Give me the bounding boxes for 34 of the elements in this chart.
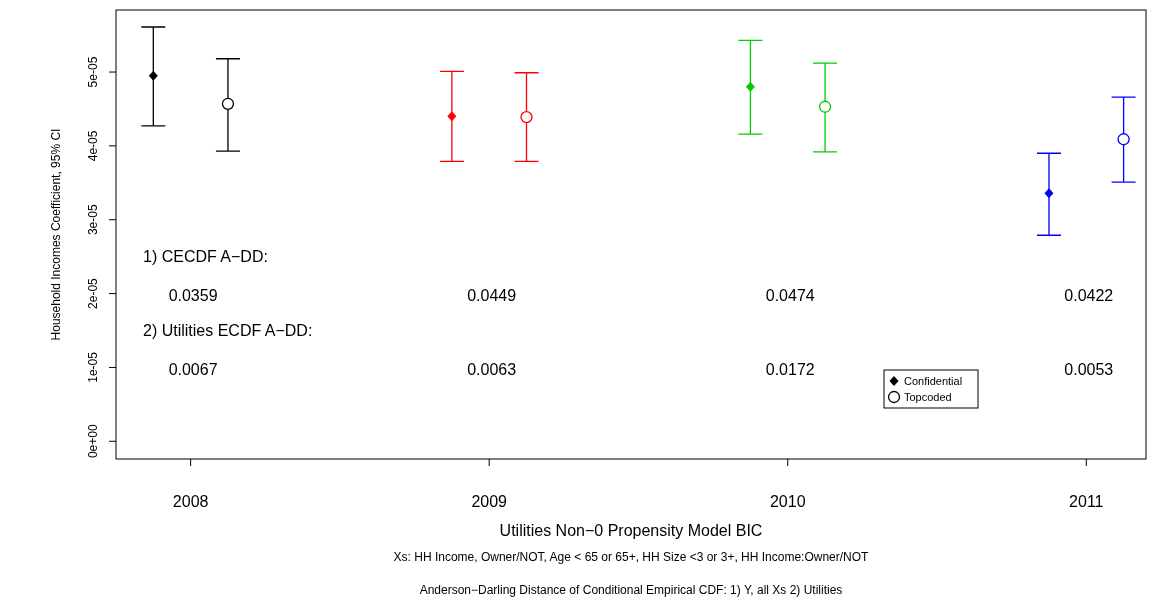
legend-label: Confidential bbox=[904, 375, 963, 387]
text: Anderson−Darling Distance of Conditional Empirical CDF: 1) Y, all Xs 2) Utilities bbox=[419, 583, 843, 597]
annotation: 0.0053 bbox=[1064, 361, 1114, 378]
annotation: 0.0449 bbox=[467, 287, 517, 304]
point bbox=[745, 81, 755, 92]
y-tick-label: 3e-05 bbox=[86, 204, 100, 236]
point bbox=[447, 111, 457, 122]
point bbox=[520, 110, 533, 124]
y-tick-label: 4e-05 bbox=[86, 130, 100, 162]
x-tick-label: 2008 bbox=[172, 493, 209, 510]
x-tick-label: 2010 bbox=[769, 493, 806, 510]
x-tick-label: 2011 bbox=[1069, 493, 1104, 510]
legend-label: Topcoded bbox=[904, 391, 952, 403]
annotation: 0.0172 bbox=[765, 361, 815, 378]
x-tick-label: 2009 bbox=[471, 493, 508, 510]
point bbox=[1117, 133, 1130, 146]
point bbox=[148, 70, 158, 81]
y-tick-label: 1e-05 bbox=[86, 351, 100, 383]
text: Xs: HH Income, Owner/NOT, Age < 65 or 65+, HH Size <3 or 3+, HH Income:Owner/NOT bbox=[393, 550, 870, 564]
annotation: 0.0474 bbox=[765, 287, 815, 304]
y-tick-label: 0e+00 bbox=[86, 424, 100, 459]
annotation: 0.0359 bbox=[168, 287, 218, 304]
annotation: 2) Utilities ECDF A−DD: bbox=[143, 322, 313, 339]
x-axis-title: Utilities Non−0 Propensity Model BIC bbox=[499, 522, 763, 539]
annotation: 1) CECDF A−DD: bbox=[143, 248, 268, 265]
point bbox=[818, 100, 832, 113]
y-axis-title: Household Incomes Coefficient, 95% CI bbox=[49, 128, 63, 341]
point bbox=[1044, 188, 1054, 199]
y-tick-label: 2e-05 bbox=[86, 277, 100, 309]
annotation: 0.0067 bbox=[168, 361, 218, 378]
y-tick-label: 5e-05 bbox=[86, 56, 100, 88]
point bbox=[221, 97, 235, 110]
annotation: 0.0063 bbox=[467, 361, 517, 378]
annotation: 0.0422 bbox=[1064, 287, 1114, 304]
